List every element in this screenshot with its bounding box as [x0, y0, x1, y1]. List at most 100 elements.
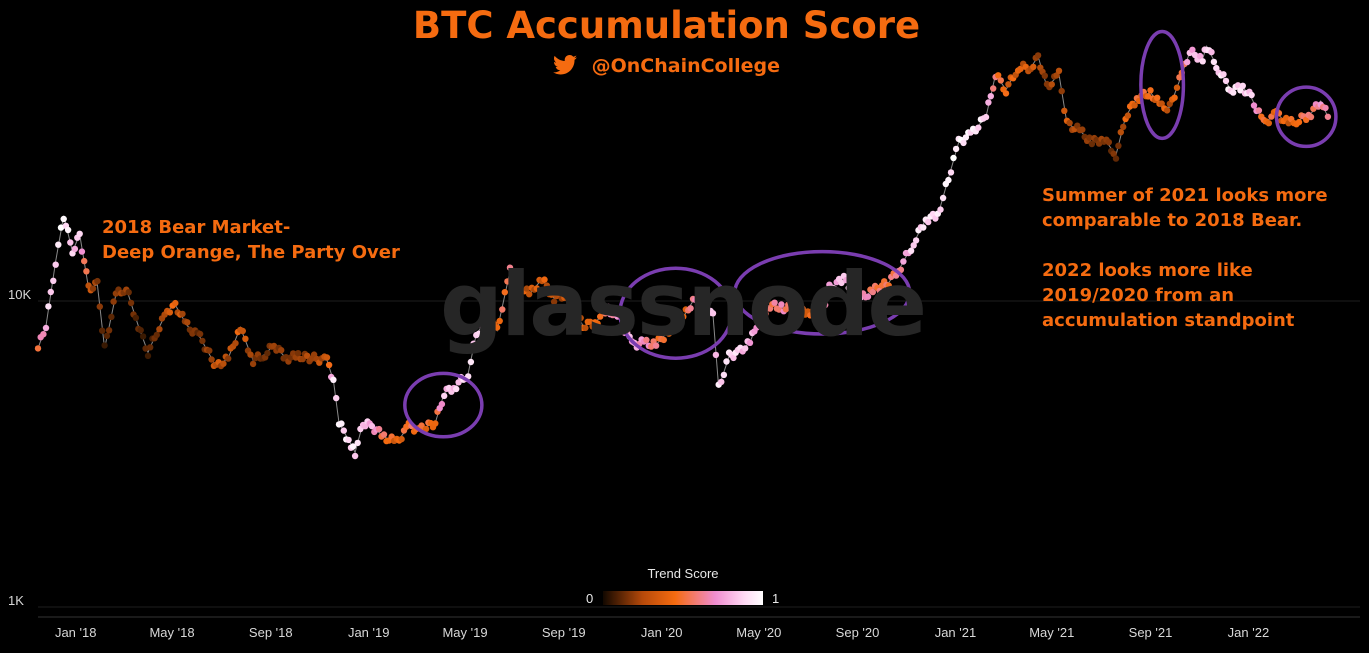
price-dot	[438, 400, 446, 408]
price-dot	[299, 355, 306, 363]
price-dot	[81, 257, 88, 265]
legend-max-label: 1	[772, 591, 780, 606]
price-dot	[184, 319, 191, 326]
x-tick-label: May '21	[1029, 625, 1074, 640]
price-dot	[1239, 82, 1247, 90]
price-dot	[1265, 120, 1273, 127]
price-dot	[52, 261, 59, 268]
price-dot	[697, 295, 704, 303]
price-dot	[422, 425, 430, 433]
x-tick-label: Jan '22	[1228, 625, 1270, 640]
price-dot	[330, 376, 337, 383]
price-dot	[952, 145, 960, 153]
price-dot	[753, 324, 760, 331]
price-dot	[817, 309, 824, 317]
price-dot	[885, 282, 892, 289]
price-dot	[467, 358, 475, 366]
price-dot	[1255, 107, 1263, 114]
price-dot	[1034, 52, 1042, 59]
price-dot	[475, 330, 483, 337]
price-dot	[247, 351, 254, 358]
x-tick-label: May '18	[149, 625, 194, 640]
price-dot	[375, 425, 383, 433]
price-dot	[794, 309, 801, 316]
price-dot	[40, 331, 47, 338]
price-dot	[1112, 155, 1120, 162]
price-dot	[338, 420, 345, 427]
price-dot	[1120, 123, 1127, 131]
price-dot	[166, 309, 174, 316]
price-dot	[125, 289, 132, 296]
price-dot	[506, 264, 514, 271]
price-dot	[99, 327, 106, 334]
x-tick-label: Jan '20	[641, 625, 683, 640]
price-dot	[239, 327, 246, 335]
price-dot	[325, 361, 333, 369]
price-dot	[824, 294, 831, 301]
price-dot	[1230, 89, 1237, 96]
price-dot	[47, 288, 54, 296]
price-dot	[509, 271, 516, 279]
price-dot	[831, 285, 838, 292]
price-dot	[843, 276, 850, 284]
price-dot	[720, 371, 728, 379]
price-dot	[652, 342, 660, 349]
price-dot	[876, 287, 883, 295]
y-tick-label: 1K	[8, 593, 24, 608]
price-dot	[1048, 81, 1056, 88]
price-dot	[838, 279, 845, 287]
price-dot	[718, 378, 725, 386]
x-tick-label: Jan '21	[935, 625, 977, 640]
highlight-circle	[732, 249, 912, 336]
price-dot	[771, 299, 778, 306]
x-tick-label: Jan '18	[55, 625, 97, 640]
price-dot	[455, 379, 462, 386]
price-dot	[1055, 67, 1063, 75]
price-dot	[907, 247, 915, 254]
price-dot	[1061, 107, 1068, 115]
price-dot	[1147, 87, 1154, 94]
price-dot	[850, 283, 857, 290]
price-dot	[368, 422, 376, 430]
price-dot	[1210, 58, 1218, 66]
price-dot	[577, 314, 584, 322]
annotation-summer-2021: Summer of 2021 looks more comparable to …	[1042, 185, 1328, 331]
price-dot	[103, 332, 111, 340]
price-dot	[1079, 126, 1086, 133]
price-dot	[665, 330, 673, 337]
price-dot	[709, 310, 717, 317]
chart-title: BTC Accumulation Score	[412, 4, 921, 47]
price-dot	[1322, 104, 1329, 112]
price-dot	[67, 239, 74, 246]
watermark: glassnode	[440, 253, 927, 356]
price-dot	[550, 298, 558, 305]
price-dot	[232, 340, 239, 347]
price-dot	[950, 154, 957, 162]
price-dot	[1088, 140, 1096, 148]
price-dot	[677, 321, 685, 328]
x-tick-label: Jan '19	[348, 625, 390, 640]
price-dot	[730, 354, 737, 362]
price-dot	[76, 230, 83, 237]
price-dot	[778, 301, 785, 308]
price-dot	[1041, 72, 1049, 80]
price-dot	[975, 124, 982, 131]
price-dot	[1283, 114, 1290, 122]
price-dot	[556, 290, 563, 297]
price-dot	[1208, 48, 1215, 56]
price-dot	[278, 347, 285, 354]
price-dot	[78, 248, 86, 255]
price-dot	[1307, 113, 1315, 121]
price-dot	[1154, 94, 1161, 102]
price-dot	[1017, 65, 1024, 73]
highlight-circle	[403, 371, 484, 439]
price-dot	[582, 324, 589, 332]
price-dot	[910, 242, 917, 249]
price-dot	[110, 298, 117, 305]
price-dot	[340, 427, 347, 434]
price-dot	[50, 277, 57, 284]
price-dot	[208, 356, 215, 363]
price-dot	[294, 350, 302, 357]
price-dot	[526, 291, 533, 298]
price-dot	[354, 439, 361, 447]
